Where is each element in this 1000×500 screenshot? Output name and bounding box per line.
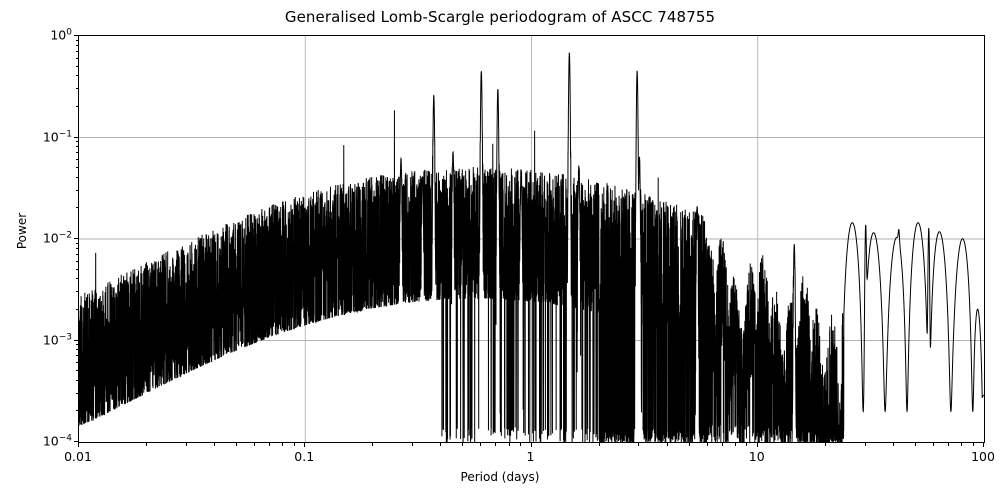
- x-minor-tick: [688, 443, 690, 446]
- y-minor-tick: [75, 253, 78, 255]
- y-minor-tick: [75, 308, 78, 310]
- x-minor-tick: [520, 443, 522, 446]
- y-tick-label: 10−3: [42, 331, 72, 347]
- y-tick-label: 100: [50, 27, 72, 43]
- y-minor-tick: [75, 392, 78, 394]
- x-minor-tick: [462, 443, 464, 446]
- x-tick-label: 10: [748, 449, 765, 464]
- y-minor-tick: [75, 75, 78, 77]
- x-minor-tick: [914, 443, 916, 446]
- y-minor-tick: [75, 379, 78, 381]
- y-minor-tick: [75, 207, 78, 209]
- x-minor-tick: [214, 443, 216, 446]
- x-minor-tick: [892, 443, 894, 446]
- periodogram-series: [79, 52, 984, 442]
- x-minor-tick: [495, 443, 497, 446]
- y-minor-tick: [75, 291, 78, 293]
- x-minor-tick: [638, 443, 640, 446]
- x-minor-tick: [480, 443, 482, 446]
- x-minor-tick: [972, 443, 974, 446]
- x-tick-label: 100: [971, 449, 995, 464]
- x-minor-tick: [146, 443, 148, 446]
- y-minor-tick: [75, 159, 78, 161]
- y-minor-tick: [75, 39, 78, 41]
- x-minor-tick: [824, 443, 826, 446]
- x-minor-tick: [734, 443, 736, 446]
- x-minor-tick: [412, 443, 414, 446]
- y-tick-label: 10−4: [42, 433, 72, 449]
- x-tick-label: 0.01: [64, 449, 92, 464]
- y-minor-tick: [75, 141, 78, 143]
- x-minor-tick: [864, 443, 866, 446]
- x-axis-label: Period (days): [460, 470, 540, 484]
- x-tick-mark: [78, 443, 80, 447]
- y-tick-mark: [74, 136, 78, 138]
- y-minor-tick: [75, 44, 78, 46]
- x-minor-tick: [440, 443, 442, 446]
- y-minor-tick: [75, 176, 78, 178]
- x-tick-label: 1: [526, 449, 535, 464]
- x-tick-label: 0.1: [294, 449, 315, 464]
- y-minor-tick: [75, 167, 78, 169]
- y-tick-label: 10−2: [42, 230, 72, 246]
- x-minor-tick: [372, 443, 374, 446]
- y-minor-tick: [75, 50, 78, 52]
- periodogram-plot: [79, 36, 984, 442]
- y-minor-tick: [75, 65, 78, 67]
- y-minor-tick: [75, 152, 78, 154]
- y-minor-tick: [75, 278, 78, 280]
- y-tick-mark: [74, 238, 78, 240]
- y-minor-tick: [75, 362, 78, 364]
- x-minor-tick: [666, 443, 668, 446]
- x-minor-tick: [282, 443, 284, 446]
- y-tick-mark: [74, 441, 78, 443]
- x-tick-mark: [983, 443, 985, 447]
- y-tick-mark: [74, 339, 78, 341]
- x-tick-mark: [756, 443, 758, 447]
- y-tick-label: 10−1: [42, 128, 72, 144]
- x-minor-tick: [508, 443, 510, 446]
- y-minor-tick: [75, 146, 78, 148]
- x-minor-tick: [746, 443, 748, 446]
- x-minor-tick: [932, 443, 934, 446]
- x-minor-tick: [293, 443, 295, 446]
- y-tick-mark: [74, 35, 78, 37]
- y-minor-tick: [75, 105, 78, 107]
- y-minor-tick: [75, 88, 78, 90]
- y-minor-tick: [75, 370, 78, 372]
- y-minor-tick: [75, 260, 78, 262]
- x-tick-mark: [304, 443, 306, 447]
- y-minor-tick: [75, 355, 78, 357]
- x-minor-tick: [947, 443, 949, 446]
- x-minor-tick: [598, 443, 600, 446]
- y-minor-tick: [75, 242, 78, 244]
- y-minor-tick: [75, 57, 78, 59]
- x-minor-tick: [254, 443, 256, 446]
- x-minor-tick: [706, 443, 708, 446]
- y-minor-tick: [75, 189, 78, 191]
- y-minor-tick: [75, 247, 78, 249]
- x-minor-tick: [236, 443, 238, 446]
- y-minor-tick: [75, 344, 78, 346]
- x-minor-tick: [961, 443, 963, 446]
- plot-area[interactable]: [78, 35, 985, 443]
- x-minor-tick: [721, 443, 723, 446]
- y-axis-label: Power: [15, 212, 29, 250]
- y-minor-tick: [75, 268, 78, 270]
- x-minor-tick: [185, 443, 187, 446]
- x-tick-mark: [530, 443, 532, 447]
- y-minor-tick: [75, 349, 78, 351]
- page-title: Generalised Lomb-Scargle periodogram of …: [284, 8, 716, 26]
- y-minor-tick: [75, 410, 78, 412]
- x-minor-tick: [269, 443, 271, 446]
